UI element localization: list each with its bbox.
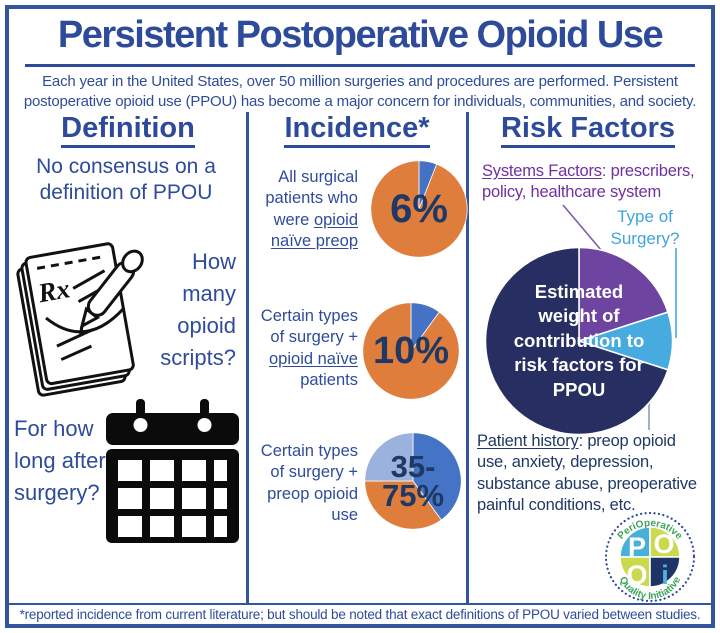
pie-slice [364,432,414,482]
systems-factors-text: Systems Factors: prescribers, policy, he… [482,162,695,202]
column-divider-left [246,112,249,603]
poster-title: Persistent Postoperative Opioid Use [57,14,664,56]
footer-divider [9,603,711,605]
pie-slice [364,480,442,530]
pie-slice [578,246,669,343]
pie-slice [484,246,669,436]
logo-letter-q: Q [626,560,647,590]
incidence-pie-35-75pct: 35- 75% [364,432,462,530]
pie-value-label-35-75pct: 35- 75% [381,448,445,513]
incidence-heading: Incidence* [248,112,466,148]
how-long-after-surgery-question: For how long after surgery? [14,416,106,505]
risk-pie-caption: Estimated weight of contribution to risk… [513,280,645,400]
pie-slice [362,302,460,400]
risk-factors-heading: Risk Factors [468,112,708,148]
calendar-icon [106,399,239,543]
incidence-row2-label: Certain types of surgery + opioid naïve … [260,307,358,390]
pie-value-label-6pct: 6% [390,186,448,231]
poqi-logo: P O Q i PeriOperative Quality Initiative [604,511,696,603]
type-of-surgery-label: Type of Surgery? [610,207,680,249]
no-consensus-text: No consensus on a definition of PPOU [36,155,216,205]
pie-slice [412,432,462,521]
intro-text: Each year in the United States, over 50 … [23,73,697,110]
prescription-pad-icon: Rx [16,242,144,397]
pie-slice [370,160,468,258]
logo-quadrants [619,526,681,588]
incidence-row3-label: Certain types of surgery + preop opioid … [260,442,358,525]
patient-history-text: Patient history: preop opioid use, anxie… [477,432,697,515]
logo-letter-p: P [628,532,646,562]
column-divider-right [466,112,469,603]
title-underline [25,64,695,67]
logo-dotted-ring [604,511,696,603]
risk-weight-pie: Estimated weight of contribution to risk… [484,246,674,436]
svg-text:Rx: Rx [35,273,72,308]
how-many-scripts-question: How many opioid scripts? [160,249,236,370]
incidence-row1-label: All surgical patients who were opioid na… [265,168,358,251]
pie-value-label-10pct: 10% [372,329,450,372]
definition-heading: Definition [10,112,246,148]
footnote: *reported incidence from current literat… [19,607,701,622]
incidence-pie-6pct: 6% [370,160,468,258]
incidence-pie-10pct: 10% [362,302,460,400]
logo-letter-i: i [661,560,669,590]
logo-letter-o: O [653,529,674,559]
